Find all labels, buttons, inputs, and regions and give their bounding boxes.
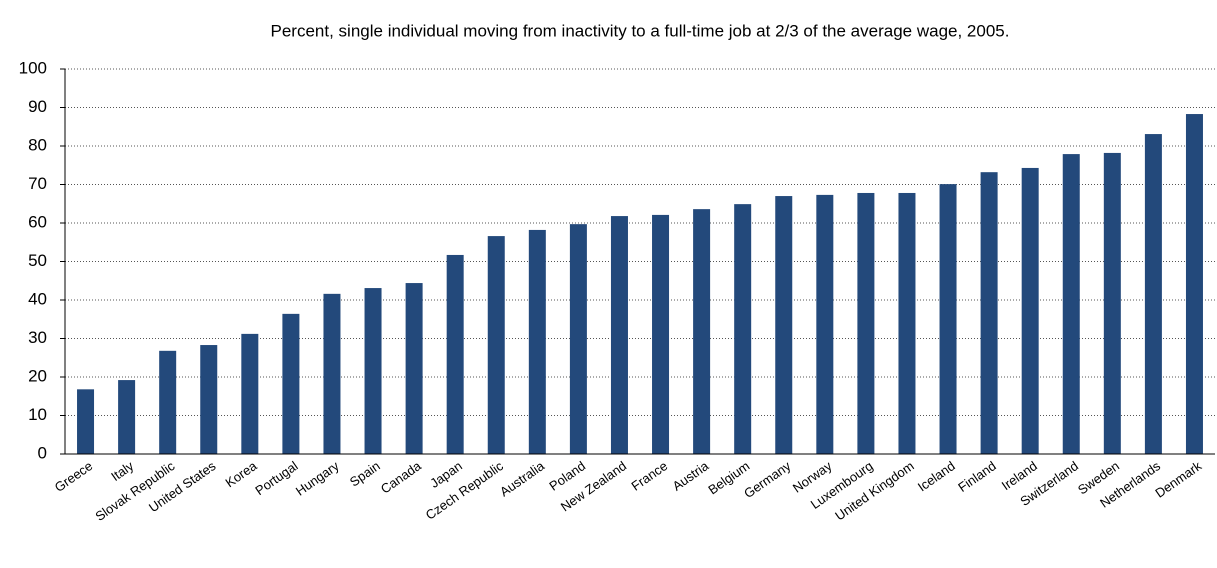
x-tick-label: Portugal [252, 458, 300, 498]
bar [323, 293, 341, 454]
x-tick-label: Greece [52, 458, 96, 495]
bar [364, 288, 382, 454]
y-tick-label: 40 [28, 289, 47, 308]
x-tick-label: Australia [497, 458, 548, 500]
x-tick-label: Canada [378, 458, 425, 497]
y-tick-label: 0 [38, 443, 47, 462]
bar [200, 345, 218, 454]
bar [980, 172, 998, 454]
x-tick-label: Finland [955, 458, 999, 495]
bar [405, 283, 423, 454]
x-tick-label: Germany [741, 458, 794, 501]
bar [1021, 167, 1039, 454]
y-tick-label: 50 [28, 251, 47, 270]
y-tick-label: 70 [28, 174, 47, 193]
y-tick-label: 30 [28, 328, 47, 347]
x-tick-label: Iceland [915, 458, 958, 494]
bar [693, 209, 711, 454]
bar [734, 204, 752, 454]
bar [939, 184, 957, 455]
x-tick-label: France [629, 458, 671, 493]
bar [569, 224, 587, 454]
bar [446, 254, 464, 454]
x-tick-label: Hungary [293, 458, 342, 499]
chart-title: Percent, single individual moving from i… [271, 21, 1010, 40]
bar [282, 313, 300, 454]
bar [610, 216, 628, 454]
y-tick-label: 20 [28, 366, 47, 385]
bar [775, 196, 793, 455]
bar [77, 389, 95, 454]
bar [857, 192, 875, 454]
x-tick-label: Denmark [1152, 458, 1204, 501]
bar [898, 192, 916, 454]
bar [118, 380, 136, 454]
bar [816, 194, 834, 454]
bar [1185, 114, 1203, 455]
y-tick-label: 60 [28, 212, 47, 231]
bar [241, 333, 259, 454]
bar [528, 229, 546, 454]
bar [1103, 152, 1121, 454]
y-tick-label: 90 [28, 97, 47, 116]
x-tick-label: Italy [108, 458, 137, 484]
bar [1062, 154, 1080, 454]
bar [159, 350, 177, 454]
y-tick-label: 10 [28, 405, 47, 424]
x-tick-label: Austria [670, 458, 712, 494]
bar [1144, 134, 1162, 454]
y-tick-label: 100 [19, 58, 47, 77]
bar [487, 236, 505, 454]
bar [652, 214, 670, 454]
y-tick-label: 80 [28, 135, 47, 154]
